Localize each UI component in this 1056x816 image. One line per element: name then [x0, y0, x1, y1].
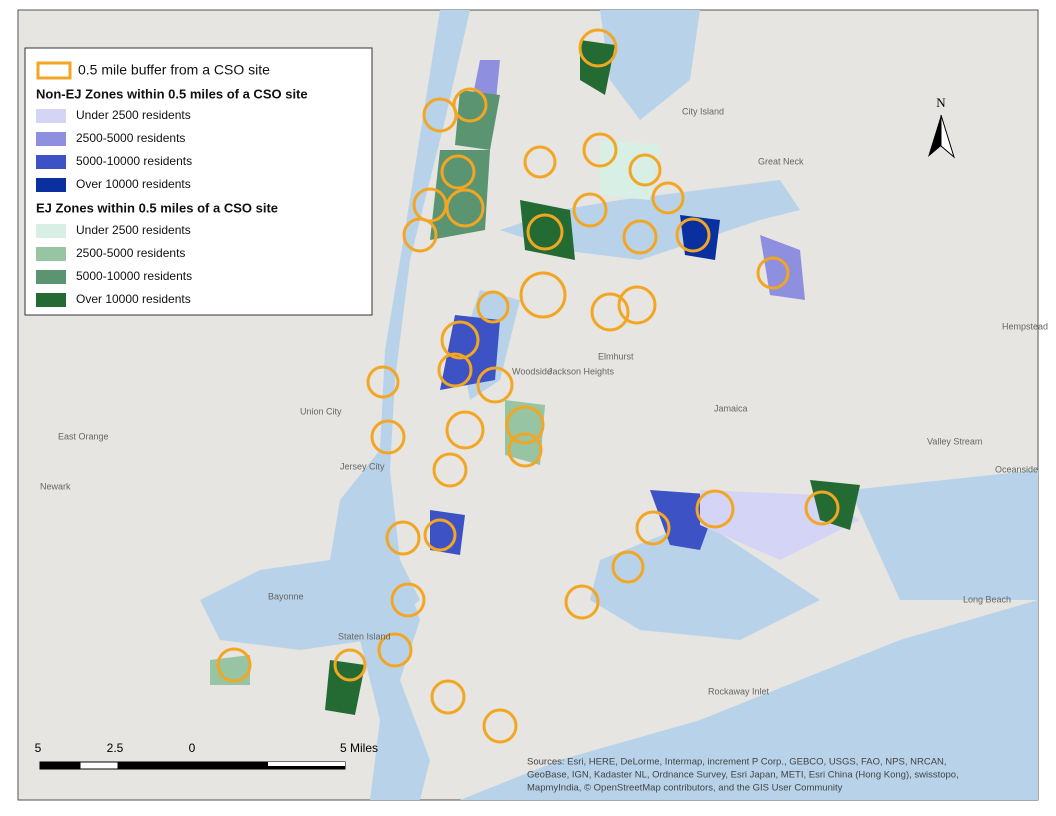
- legend-swatch: [36, 109, 66, 123]
- legend: 0.5 mile buffer from a CSO site Non-EJ Z…: [24, 47, 373, 316]
- scale-bar: 5 2.5 0 5 Miles: [35, 741, 378, 770]
- place-label: Staten Island: [338, 631, 391, 641]
- scale-label: 2.5: [107, 741, 124, 755]
- legend-title: Non-EJ Zones within 0.5 miles of a CSO s…: [36, 86, 308, 101]
- legend-label: 2500-5000 residents: [76, 246, 185, 260]
- legend-title: EJ Zones within 0.5 miles of a CSO site: [36, 200, 278, 215]
- place-label: Jersey City: [340, 461, 385, 471]
- legend-label: Under 2500 residents: [76, 223, 191, 237]
- legend-label: 5000-10000 residents: [76, 269, 192, 283]
- legend-swatch: [36, 155, 66, 169]
- legend-label: Under 2500 residents: [76, 108, 191, 122]
- place-label: Woodside: [512, 366, 552, 376]
- water: [200, 10, 1038, 800]
- scale-label: 5 Miles: [340, 741, 378, 755]
- legend-swatch: [36, 132, 66, 146]
- legend-label: Over 10000 residents: [76, 177, 191, 191]
- legend-label: 2500-5000 residents: [76, 131, 185, 145]
- legend-swatch: [36, 247, 66, 261]
- place-label: Rockaway Inlet: [708, 686, 770, 696]
- legend-label: 5000-10000 residents: [76, 154, 192, 168]
- legend-swatch: [36, 61, 72, 80]
- place-label: Newark: [40, 481, 71, 491]
- sources: Sources: Esri, HERE, DeLorme, Intermap, …: [527, 757, 959, 794]
- legend-box: [24, 47, 373, 316]
- sources-line: Sources: Esri, HERE, DeLorme, Intermap, …: [527, 757, 947, 768]
- place-label: City Island: [682, 106, 724, 116]
- place-label: Long Beach: [963, 594, 1011, 604]
- north-label: N: [936, 95, 946, 110]
- place-label: Oceanside: [995, 464, 1038, 474]
- scale-label: 0: [189, 741, 196, 755]
- sources-line: GeoBase, IGN, Kadaster NL, Ordnance Surv…: [527, 770, 959, 781]
- place-label: Bayonne: [268, 591, 304, 601]
- sources-line: MapmyIndia, © OpenStreetMap contributors…: [527, 783, 843, 794]
- place-label: Jackson Heights: [548, 366, 615, 376]
- place-label: Jamaica: [714, 403, 748, 413]
- scale-label: 5: [35, 741, 42, 755]
- legend-swatch: [36, 178, 66, 192]
- place-labels: Newark East Orange Jersey City Union City Ba…: [40, 106, 1048, 696]
- place-label: Great Neck: [758, 156, 804, 166]
- cso-buffers: [216, 28, 840, 744]
- place-label: Union City: [300, 406, 342, 416]
- legend-swatch: [36, 224, 66, 238]
- place-label: Elmhurst: [598, 351, 634, 361]
- place-label: East Orange: [58, 431, 109, 441]
- place-label: Valley Stream: [927, 436, 982, 446]
- legend-label: Over 10000 residents: [76, 292, 191, 306]
- legend-label: 0.5 mile buffer from a CSO site: [78, 62, 270, 78]
- place-label: Hempstead: [1002, 321, 1048, 331]
- legend-swatch: [36, 293, 66, 307]
- legend-swatch: [36, 270, 66, 284]
- north-arrow: N: [928, 95, 955, 159]
